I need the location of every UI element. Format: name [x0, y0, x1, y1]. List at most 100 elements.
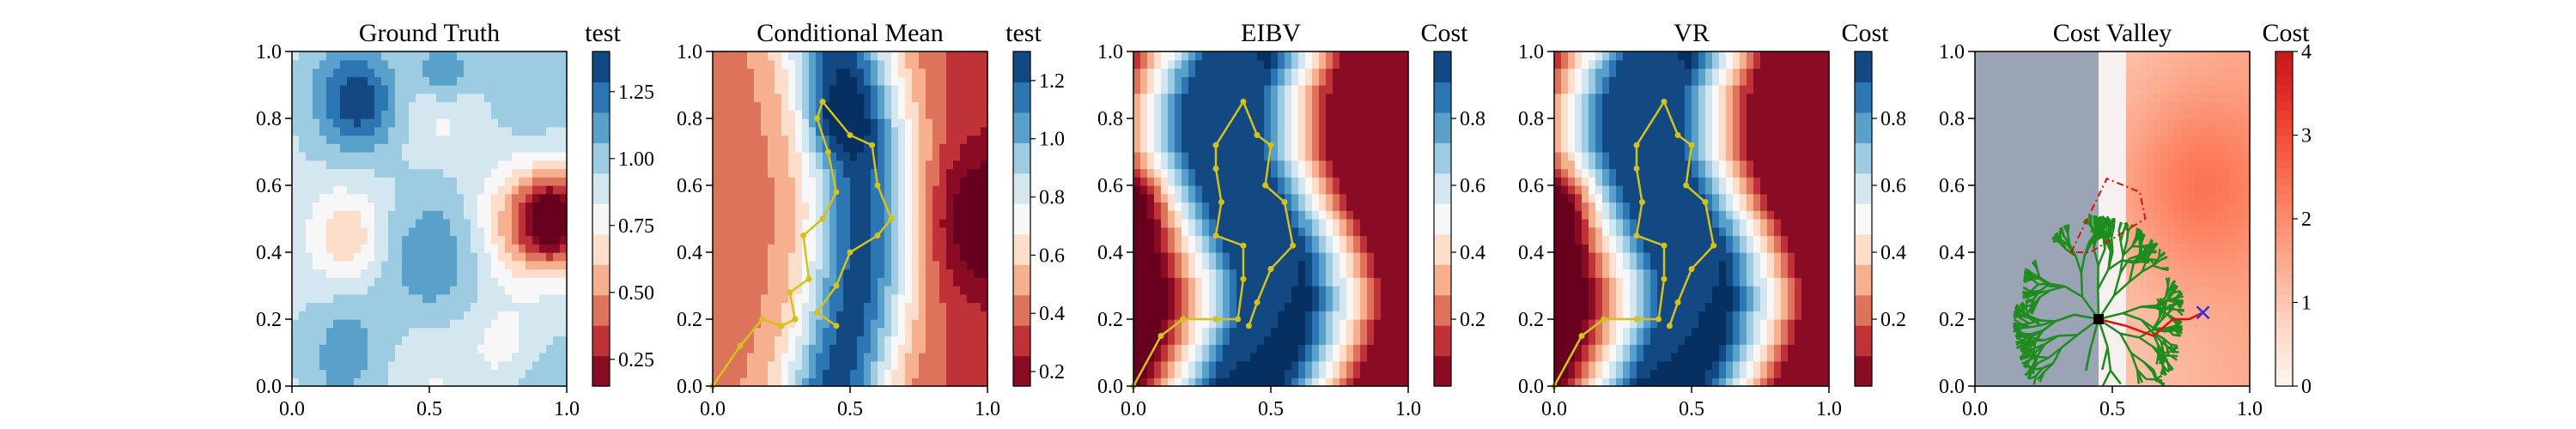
heatmap-cell	[905, 126, 913, 136]
heatmap-cell	[919, 360, 927, 371]
heatmap-cell	[532, 252, 540, 262]
heatmap-cell	[464, 244, 471, 253]
heatmap-cell	[864, 143, 872, 153]
heatmap-cell	[1223, 85, 1230, 94]
heatmap-cell	[1360, 168, 1368, 178]
heatmap-cell	[354, 101, 361, 111]
heatmap-cell	[933, 319, 940, 329]
heatmap-cell	[981, 160, 988, 170]
heatmap-cell	[891, 269, 899, 278]
heatmap-cell	[1388, 76, 1395, 86]
heatmap-cell	[933, 344, 940, 353]
heatmap-cell	[422, 344, 430, 353]
heatmap-cell	[416, 202, 423, 211]
heatmap-cell	[471, 269, 478, 278]
heatmap-cell	[368, 177, 375, 186]
heatmap-cell	[333, 353, 341, 362]
heatmap-cell	[933, 101, 940, 111]
heatmap-cell	[1161, 227, 1169, 237]
heatmap-cell	[491, 269, 499, 278]
heatmap-cell	[333, 152, 341, 161]
heatmap-cell	[539, 143, 547, 153]
heatmap-cell	[816, 135, 823, 144]
heatmap-cell	[368, 110, 375, 119]
heatmap-cell	[939, 319, 947, 329]
heatmap-cell	[1346, 260, 1354, 270]
heatmap-cell	[836, 110, 844, 119]
heatmap-cell	[512, 327, 519, 337]
heatmap-cell	[1394, 244, 1402, 253]
heatmap-cell	[891, 168, 899, 178]
y-tick-label: 0.2	[256, 309, 282, 331]
heatmap-cell	[539, 135, 547, 144]
heatmap-cell	[381, 177, 389, 186]
heatmap-cell	[795, 227, 803, 237]
heatmap-cell	[381, 327, 389, 337]
heatmap-cell	[953, 244, 961, 253]
heatmap-cell	[313, 311, 320, 320]
heatmap-cell	[1381, 302, 1388, 311]
heatmap-cell	[1223, 269, 1230, 278]
heatmap-cell	[560, 369, 568, 378]
heatmap-cell	[464, 59, 471, 69]
heatmap-cell	[1182, 85, 1189, 94]
heatmap-cell	[788, 311, 796, 320]
heatmap-cell	[299, 311, 307, 320]
heatmap-cell	[361, 344, 368, 353]
heatmap-cell	[422, 93, 430, 103]
heatmap-cell	[747, 235, 755, 245]
heatmap-cell	[809, 335, 817, 345]
heatmap-cell	[368, 101, 375, 111]
heatmap-cell	[891, 378, 899, 387]
heatmap-cell	[484, 319, 492, 329]
heatmap-cell	[313, 93, 320, 103]
heatmap-cell	[1312, 177, 1320, 186]
heatmap-cell	[720, 327, 727, 337]
heatmap-cell	[505, 168, 513, 178]
heatmap-cell	[484, 51, 492, 61]
colorbar-segment	[592, 142, 610, 174]
heatmap-cell	[1346, 277, 1354, 287]
heatmap-cell	[1374, 227, 1382, 237]
heatmap-cell	[981, 244, 988, 253]
heatmap-cell	[1285, 344, 1292, 353]
heatmap-cell	[1161, 193, 1169, 203]
heatmap-cell	[347, 110, 355, 119]
heatmap-cell	[1367, 168, 1375, 178]
heatmap-cell	[967, 293, 975, 304]
heatmap-cell	[532, 353, 540, 362]
chart-title: EIBV	[1241, 19, 1301, 47]
heatmap-cell	[340, 126, 348, 136]
heatmap-cell	[1236, 286, 1244, 295]
heatmap-cell	[761, 327, 769, 337]
heatmap-cell	[864, 126, 872, 136]
heatmap-cell	[436, 335, 444, 345]
heatmap-cell	[926, 378, 933, 387]
heatmap-cell	[740, 210, 748, 220]
heatmap-cell	[354, 252, 361, 262]
heatmap-cell	[933, 286, 940, 295]
heatmap-cell	[981, 51, 988, 61]
heatmap-cell	[484, 210, 492, 220]
heatmap-cell	[464, 193, 471, 203]
heatmap-cell	[740, 93, 748, 103]
heatmap-cell	[416, 319, 423, 329]
heatmap-cell	[361, 227, 368, 237]
heatmap-cell	[340, 160, 348, 170]
heatmap-cell	[464, 360, 471, 371]
heatmap-cell	[850, 327, 858, 337]
heatmap-cell	[539, 360, 547, 371]
colorbar-tick-label: 0.8	[1460, 108, 1485, 130]
colorbar-segment	[1434, 355, 1451, 387]
heatmap-cell	[1367, 68, 1375, 77]
heatmap-cell	[436, 160, 444, 170]
heatmap-cell	[450, 101, 458, 111]
heatmap-cell	[1223, 76, 1230, 86]
heatmap-cell	[1298, 168, 1306, 178]
heatmap-cell	[326, 277, 334, 287]
heatmap-cell	[891, 293, 899, 304]
heatmap-cell	[388, 369, 396, 378]
heatmap-cell	[395, 185, 403, 195]
heatmap-cell	[340, 152, 348, 161]
heatmap-cell	[1257, 101, 1265, 111]
